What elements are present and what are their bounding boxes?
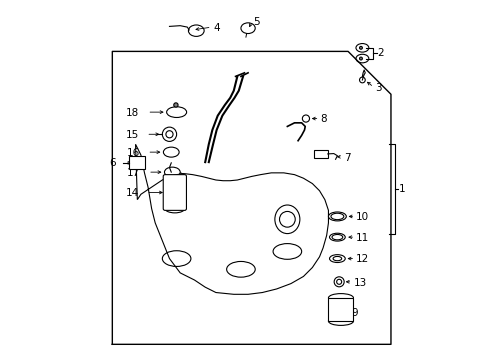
Ellipse shape <box>329 255 345 262</box>
Ellipse shape <box>328 294 353 302</box>
Text: 14: 14 <box>125 188 139 198</box>
Text: 9: 9 <box>351 308 358 318</box>
Ellipse shape <box>241 23 255 33</box>
Ellipse shape <box>274 205 299 234</box>
Text: 16: 16 <box>126 148 140 158</box>
Circle shape <box>302 115 309 122</box>
Ellipse shape <box>226 261 255 277</box>
Ellipse shape <box>164 167 180 177</box>
Ellipse shape <box>329 233 345 241</box>
Text: 12: 12 <box>355 254 368 264</box>
Ellipse shape <box>162 251 190 266</box>
Text: 17: 17 <box>127 168 140 178</box>
Circle shape <box>359 77 365 83</box>
Ellipse shape <box>332 256 341 261</box>
Circle shape <box>279 211 295 227</box>
Circle shape <box>336 279 341 284</box>
Text: 15: 15 <box>125 130 139 140</box>
Text: 13: 13 <box>353 278 366 288</box>
Ellipse shape <box>330 213 343 220</box>
FancyBboxPatch shape <box>163 175 186 210</box>
Circle shape <box>173 103 178 107</box>
Text: 5: 5 <box>253 17 259 27</box>
Circle shape <box>359 46 362 49</box>
Text: 10: 10 <box>355 212 368 222</box>
Text: 11: 11 <box>355 233 368 243</box>
Ellipse shape <box>355 44 368 52</box>
Ellipse shape <box>188 25 203 36</box>
Text: 6: 6 <box>109 158 116 168</box>
Text: 8: 8 <box>320 114 326 124</box>
Ellipse shape <box>166 107 186 117</box>
Text: 1: 1 <box>398 184 405 194</box>
Ellipse shape <box>328 212 346 221</box>
Text: 18: 18 <box>126 108 139 118</box>
Ellipse shape <box>272 244 301 259</box>
Bar <box>328 298 353 321</box>
Bar <box>313 150 327 158</box>
Circle shape <box>162 127 176 141</box>
Text: 7: 7 <box>343 153 350 163</box>
Text: 4: 4 <box>213 23 220 33</box>
Circle shape <box>333 277 344 287</box>
Circle shape <box>165 131 173 138</box>
Circle shape <box>359 57 362 60</box>
Ellipse shape <box>163 147 179 157</box>
Bar <box>129 157 145 169</box>
Text: 3: 3 <box>374 83 381 93</box>
Ellipse shape <box>164 172 184 181</box>
Text: 2: 2 <box>377 48 384 58</box>
Ellipse shape <box>331 234 342 240</box>
Ellipse shape <box>164 204 184 213</box>
Ellipse shape <box>328 317 353 325</box>
Ellipse shape <box>355 54 368 63</box>
